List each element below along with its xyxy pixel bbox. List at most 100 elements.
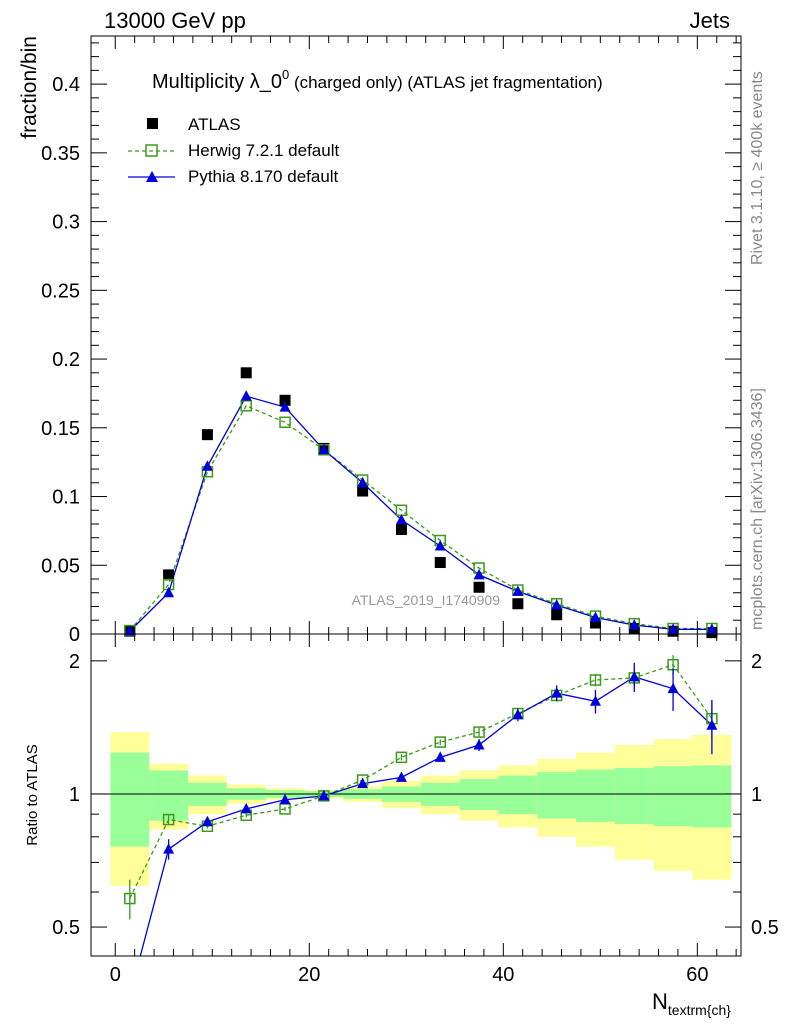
chart-title-superscript: 0: [282, 67, 289, 82]
pythia-ratio-point-11: [551, 687, 563, 698]
band-inner-13: [614, 767, 654, 825]
pythia-point-14: [667, 623, 679, 634]
x-tick-label-0: 0: [110, 964, 121, 986]
pythia-ratio-point-9: [473, 739, 485, 750]
header-left-label: 13000 GeV pp: [104, 8, 246, 33]
y-top-tick-label-6: 0.3: [52, 212, 80, 234]
pythia-ratio-point-13: [628, 670, 640, 682]
herwig-ratio-point-7: [395, 751, 408, 764]
y-bot-tick-label-left-1: 1: [69, 784, 80, 806]
x-tick-label-2: 40: [492, 964, 514, 986]
mcplots-label: mcplots.cern.ch [arXiv:1306.3436]: [749, 388, 766, 630]
pythia-point-15: [706, 623, 718, 634]
pythia-point-2: [201, 460, 213, 471]
chart-title: Multiplicity λ_00 (charged only) (ATLAS …: [152, 67, 603, 93]
y-top-tick-label-2: 0.1: [52, 487, 80, 509]
y-bot-tick-label-right-0: 0.5: [751, 917, 779, 939]
band-inner-15: [692, 765, 732, 828]
pythia-point-6: [357, 476, 369, 488]
herwig-ratio-point-12: [589, 674, 602, 686]
y-top-tick-label-0: 0: [69, 624, 80, 646]
y-axis-label-bottom: Ratio to ATLAS: [24, 744, 41, 845]
y-axis-label-top: fraction/bin: [18, 36, 41, 139]
rivet-version-label: Rivet 3.1.10, ≥ 400k events: [749, 71, 766, 265]
pythia-ratio-point-1: [163, 843, 175, 854]
pythia-ratio-point-3: [240, 802, 252, 814]
herwig-point-4: [279, 416, 291, 429]
pythia-ratio-point-15: [706, 719, 718, 730]
atlas-point-10: [512, 598, 524, 610]
y-bot-tick-label-left-2: 2: [69, 651, 80, 673]
pythia-ratio-point-12: [589, 695, 601, 706]
band-inner-9: [459, 779, 499, 810]
analysis-watermark: ATLAS_2019_I1740909: [352, 592, 501, 608]
pythia-ratio-point-7: [395, 771, 407, 782]
axes-frames: [90, 35, 742, 957]
atlas-point-9: [473, 581, 485, 593]
pythia-point-7: [395, 513, 407, 525]
atlas-point-2: [201, 429, 213, 441]
legend-herwig-label: Herwig 7.2.1 default: [188, 141, 339, 160]
pythia-point-8: [434, 540, 446, 551]
pythia-point-4: [279, 401, 291, 412]
herwig-ratio-point-14: [667, 658, 679, 671]
y-bot-tick-label-right-2: 2: [751, 651, 762, 673]
data-series: [124, 367, 718, 1001]
atlas-point-8: [434, 557, 446, 569]
ratio-series: [124, 655, 718, 1001]
herwig-ratio-point-9: [473, 726, 485, 738]
pythia-ratio-point-4: [279, 793, 291, 805]
herwig-point-3: [240, 400, 252, 412]
x-tick-label-3: 60: [686, 964, 708, 986]
y-top-tick-label-5: 0.25: [41, 280, 80, 302]
y-bot-tick-label-left-0: 0.5: [52, 917, 80, 939]
y-top-tick-label-4: 0.2: [52, 349, 80, 371]
chart-title-rest: (charged only) (ATLAS jet fragmentation): [289, 73, 602, 92]
atlas-point-7: [395, 524, 407, 536]
band-inner-14: [653, 766, 693, 827]
pythia-ratio-point-0: [124, 990, 135, 1001]
pythia-ratio-point-8: [434, 751, 446, 762]
atlas-point-1: [163, 569, 175, 581]
pythia-point-13: [628, 619, 640, 630]
legend: ATLAS Herwig 7.2.1 default Pythia 8.170 …: [128, 115, 339, 186]
atlas-point-12: [589, 617, 601, 629]
pythia-point-5: [318, 443, 330, 455]
pythia-line: [129, 395, 712, 632]
pythia-ratio-line: [139, 676, 713, 956]
y-top-tick-label-1: 0.05: [41, 555, 80, 577]
legend-herwig-marker: [145, 144, 158, 157]
herwig-ratio-line: [129, 663, 713, 899]
x-tick-label-1: 20: [298, 964, 320, 986]
pythia-point-3: [240, 390, 252, 401]
y-top-tick-label-7: 0.35: [41, 143, 80, 165]
band-inner-10: [498, 775, 538, 815]
pythia-ratio-point-6: [357, 777, 369, 789]
herwig-line: [129, 404, 712, 631]
pythia-point-10: [512, 585, 524, 596]
pythia-point-9: [473, 568, 485, 580]
pythia-ratio-point-2: [201, 815, 213, 827]
x-axis-label-main: N: [652, 989, 668, 1014]
ratio-uncertainty-bands: [110, 732, 732, 886]
atlas-point-6: [357, 485, 369, 497]
axis-tick-labels: 0 20 40 60 0 0.05 0.1 0.15 0.2 0.25 0.3 0.35 0.4 0.5 0…: [41, 74, 779, 986]
legend-pythia-label: Pythia 8.170 default: [188, 167, 339, 186]
legend-pythia-marker: [146, 171, 158, 182]
header-right-label: Jets: [690, 8, 730, 33]
legend-atlas-label: ATLAS: [188, 115, 241, 134]
pythia-point-12: [589, 611, 601, 623]
pythia-ratio-point-5: [318, 789, 330, 801]
band-inner-12: [576, 769, 615, 822]
herwig-ratio-point-8: [434, 736, 447, 748]
pythia-point-0: [124, 625, 136, 636]
axis-ticks: [91, 36, 741, 956]
atlas-point-11: [551, 609, 563, 621]
y-top-tick-label-3: 0.15: [41, 418, 80, 440]
y-bot-tick-label-right-1: 1: [751, 784, 762, 806]
x-axis-label: Ntextrm{ch}: [652, 989, 731, 1018]
herwig-ratio-point-1: [162, 813, 175, 826]
y-top-tick-label-8: 0.4: [52, 74, 80, 96]
pythia-point-11: [551, 599, 563, 610]
